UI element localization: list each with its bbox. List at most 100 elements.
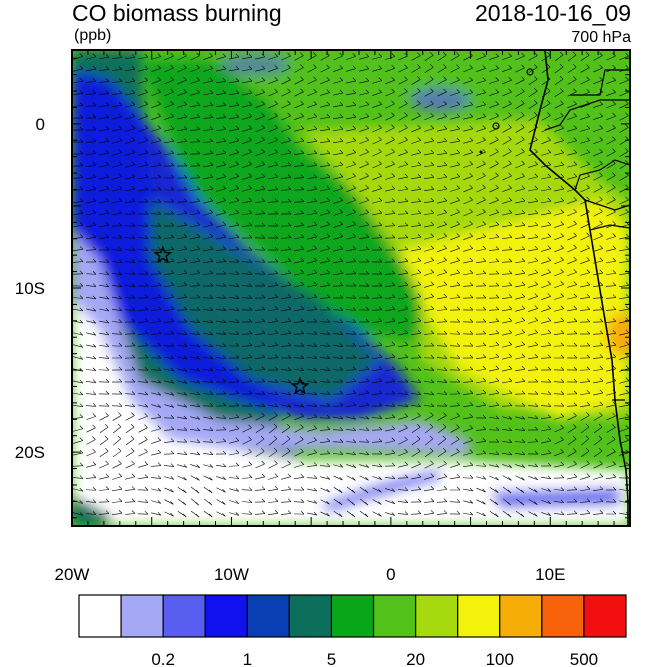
wind-barb	[190, 272, 200, 276]
wind-barb	[463, 175, 473, 181]
wind-barb	[241, 477, 253, 479]
wind-barb	[476, 151, 486, 157]
wind-barb-tick	[573, 220, 577, 225]
wind-barb-tick	[92, 197, 97, 202]
wind-barb	[137, 249, 149, 251]
wind-barb	[463, 260, 473, 264]
wind-barb	[397, 393, 409, 395]
wind-barb	[489, 224, 499, 228]
wind-barb-tick	[92, 355, 97, 360]
wind-barb-tick	[508, 341, 513, 345]
wind-barb-tick	[430, 112, 434, 117]
wind-barb	[190, 80, 200, 84]
wind-barb	[593, 175, 603, 181]
wind-barb	[164, 284, 174, 288]
wind-barb-tick	[261, 77, 266, 81]
wind-barb	[580, 512, 590, 516]
wind-barb-tick	[339, 101, 344, 106]
wind-barb	[320, 116, 330, 120]
wind-barb	[450, 55, 460, 61]
wind-barb-tick	[547, 197, 552, 202]
wind-barb	[437, 236, 447, 240]
wind-barb-tick	[364, 501, 369, 506]
wind-barb	[203, 236, 213, 240]
wind-barb-tick	[300, 330, 305, 335]
wind-barb-tick	[144, 354, 149, 359]
wind-barb-tick	[105, 271, 110, 275]
wind-barb	[190, 344, 200, 348]
wind-barb-tick	[183, 415, 188, 420]
wind-barb-tick	[300, 198, 305, 202]
wind-barb-tick	[456, 331, 461, 335]
wind-barb	[151, 440, 161, 444]
wind-barb	[255, 476, 265, 480]
wind-barb-tick	[378, 513, 382, 517]
wind-barb	[112, 488, 122, 492]
colorbar-label: 500	[570, 650, 598, 667]
wind-barb	[437, 200, 447, 204]
wind-barb-tick	[183, 282, 188, 286]
wind-barb-tick	[157, 235, 162, 239]
wind-barb-tick	[157, 100, 161, 105]
wind-barb	[255, 201, 265, 203]
wind-barb	[397, 249, 409, 251]
wind-barb-tick	[598, 435, 603, 440]
wind-barb	[255, 127, 265, 133]
wind-barb-tick	[209, 391, 214, 395]
wind-vectors	[72, 51, 630, 518]
site-markers	[153, 245, 310, 395]
wind-barb-tick	[404, 436, 408, 440]
wind-barb-tick	[286, 448, 291, 452]
wind-barb	[527, 417, 539, 419]
wind-barb-tick	[313, 449, 318, 453]
wind-barb-tick	[352, 270, 357, 275]
wind-barb-tick	[365, 415, 370, 420]
wind-barb-tick	[391, 210, 396, 214]
wind-barb	[606, 476, 616, 480]
wind-barb-tick	[495, 389, 500, 394]
wind-barb-tick	[599, 498, 604, 502]
wind-barb-tick	[404, 112, 408, 116]
wind-barb-tick	[430, 330, 435, 334]
wind-barb-tick	[391, 148, 395, 153]
wind-barb-tick	[118, 113, 123, 118]
wind-barb	[606, 427, 616, 433]
wind-barb-tick	[521, 390, 526, 395]
wind-barb	[190, 475, 200, 481]
wind-barb-tick	[118, 125, 123, 130]
wind-barb	[489, 344, 499, 348]
wind-barb	[437, 296, 447, 300]
wind-barb	[567, 223, 577, 229]
wind-barb-tick	[248, 65, 253, 70]
wind-barb	[397, 489, 409, 491]
wind-barb-tick	[495, 415, 500, 420]
wind-barb	[605, 321, 617, 323]
wind-barb	[502, 68, 512, 72]
wind-barb	[112, 450, 122, 458]
wind-barb-tick	[183, 403, 188, 408]
wind-barb-tick	[274, 198, 279, 202]
wind-barb-tick	[118, 197, 123, 202]
wind-barb	[189, 177, 201, 179]
wind-barb-tick	[482, 160, 486, 165]
wind-barb	[151, 452, 161, 456]
wind-barb	[203, 212, 213, 216]
wind-barb	[489, 475, 499, 481]
wind-barb	[423, 333, 435, 335]
wind-barb	[241, 285, 253, 287]
wind-barb-tick	[79, 126, 84, 131]
wind-barb-tick	[391, 222, 396, 226]
wind-barb	[476, 224, 486, 228]
wind-barb-tick	[92, 246, 97, 250]
wind-barb-tick	[404, 161, 409, 165]
wind-barb-tick	[131, 149, 135, 153]
wind-barb-tick	[352, 125, 357, 130]
wind-barb-tick	[495, 172, 499, 176]
wind-barb	[410, 201, 422, 203]
wind-barb-tick	[170, 450, 175, 454]
wind-barb	[580, 450, 590, 458]
wind-barb-tick	[612, 365, 617, 369]
wind-barb	[593, 163, 603, 169]
wind-barb-tick	[443, 281, 448, 285]
wind-barb-tick	[131, 222, 136, 227]
